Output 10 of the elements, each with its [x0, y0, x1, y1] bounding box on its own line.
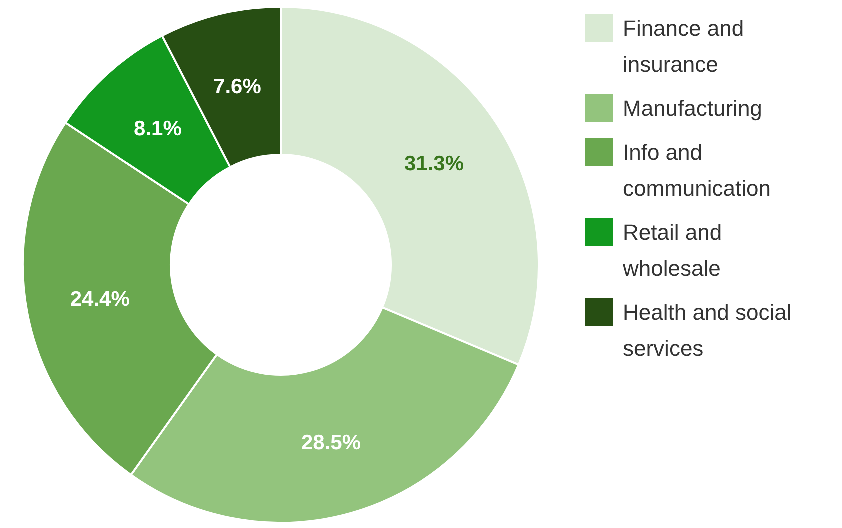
legend-label: Health and social services: [623, 300, 792, 361]
legend-label: Manufacturing: [623, 96, 762, 121]
data-label: 24.4%: [70, 288, 130, 312]
data-label: 31.3%: [404, 152, 464, 176]
data-label: 28.5%: [302, 431, 362, 454]
legend-label: Info and communication: [623, 140, 771, 201]
data-label: 7.6%: [214, 76, 262, 99]
legend-label: Finance and insurance: [623, 16, 744, 77]
legend-label: Retail and wholesale: [622, 220, 722, 281]
data-label: 8.1%: [134, 118, 182, 141]
